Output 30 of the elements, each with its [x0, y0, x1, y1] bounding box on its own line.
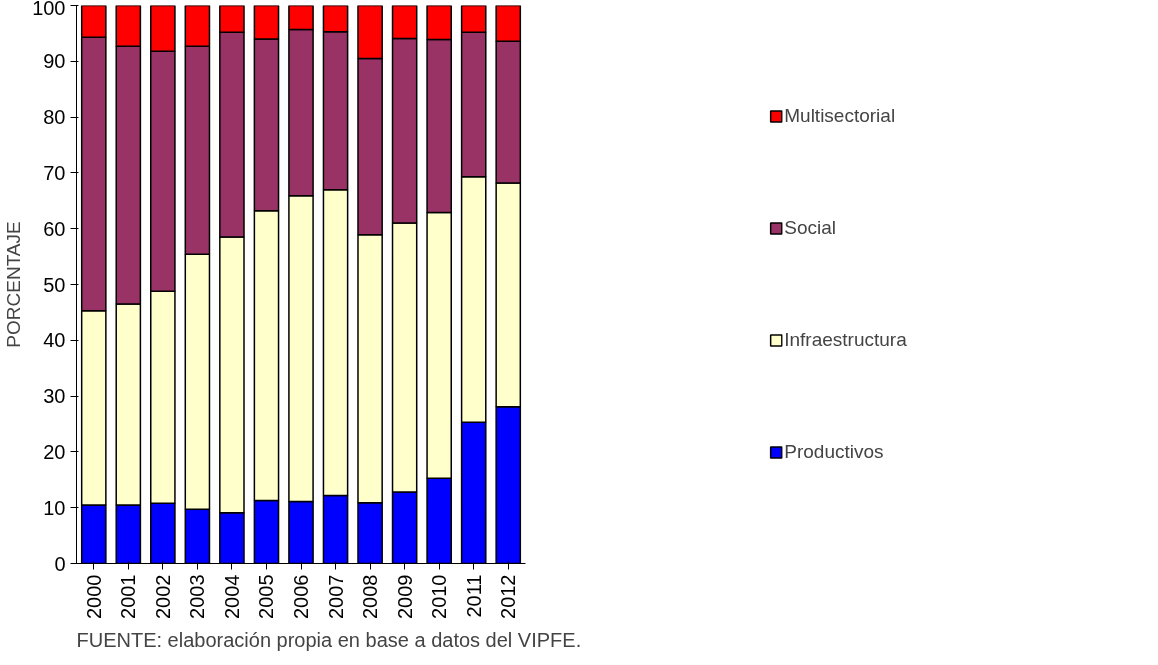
x-tick-label: 2002 — [151, 574, 174, 619]
legend-label: Productivos — [784, 441, 884, 463]
x-tick-label: 2011 — [462, 574, 485, 618]
x-tick-label: 2004 — [220, 574, 243, 619]
x-tick-label: 2010 — [428, 574, 451, 619]
legend-label: Infraestructura — [784, 329, 907, 351]
x-tick-label: 2007 — [324, 574, 347, 619]
y-tick-label: 0 — [54, 552, 66, 575]
legend-label: Social — [784, 217, 836, 239]
y-tick-label: 40 — [43, 329, 66, 352]
y-tick-label: 90 — [43, 50, 66, 73]
y-tick-label: 60 — [43, 217, 66, 240]
y-tick-label: 100 — [32, 0, 66, 19]
x-tick-label: 2009 — [393, 574, 416, 619]
y-tick-label: 70 — [43, 161, 66, 184]
x-tick-label: 2005 — [255, 574, 278, 619]
x-tick-label: 2006 — [290, 574, 312, 619]
y-tick-label: 80 — [43, 106, 66, 129]
y-tick-label: 30 — [43, 385, 66, 408]
x-tick-label: 2012 — [497, 574, 520, 619]
x-tick-label: 2003 — [186, 574, 209, 619]
x-tick-label: 2008 — [359, 574, 382, 619]
source-note: FUENTE: elaboración propia en base a datos del VIPFE. — [76, 628, 582, 651]
y-tick-label: 20 — [43, 440, 66, 463]
x-tick-label: 2000 — [82, 574, 105, 619]
y-tick-label: 50 — [43, 273, 66, 296]
x-tick-label: 2001 — [117, 574, 140, 619]
y-tick-label: 10 — [43, 496, 66, 519]
y-axis-title: PORCENTAJE — [3, 221, 25, 348]
legend-label: Multisectorial — [784, 105, 896, 127]
